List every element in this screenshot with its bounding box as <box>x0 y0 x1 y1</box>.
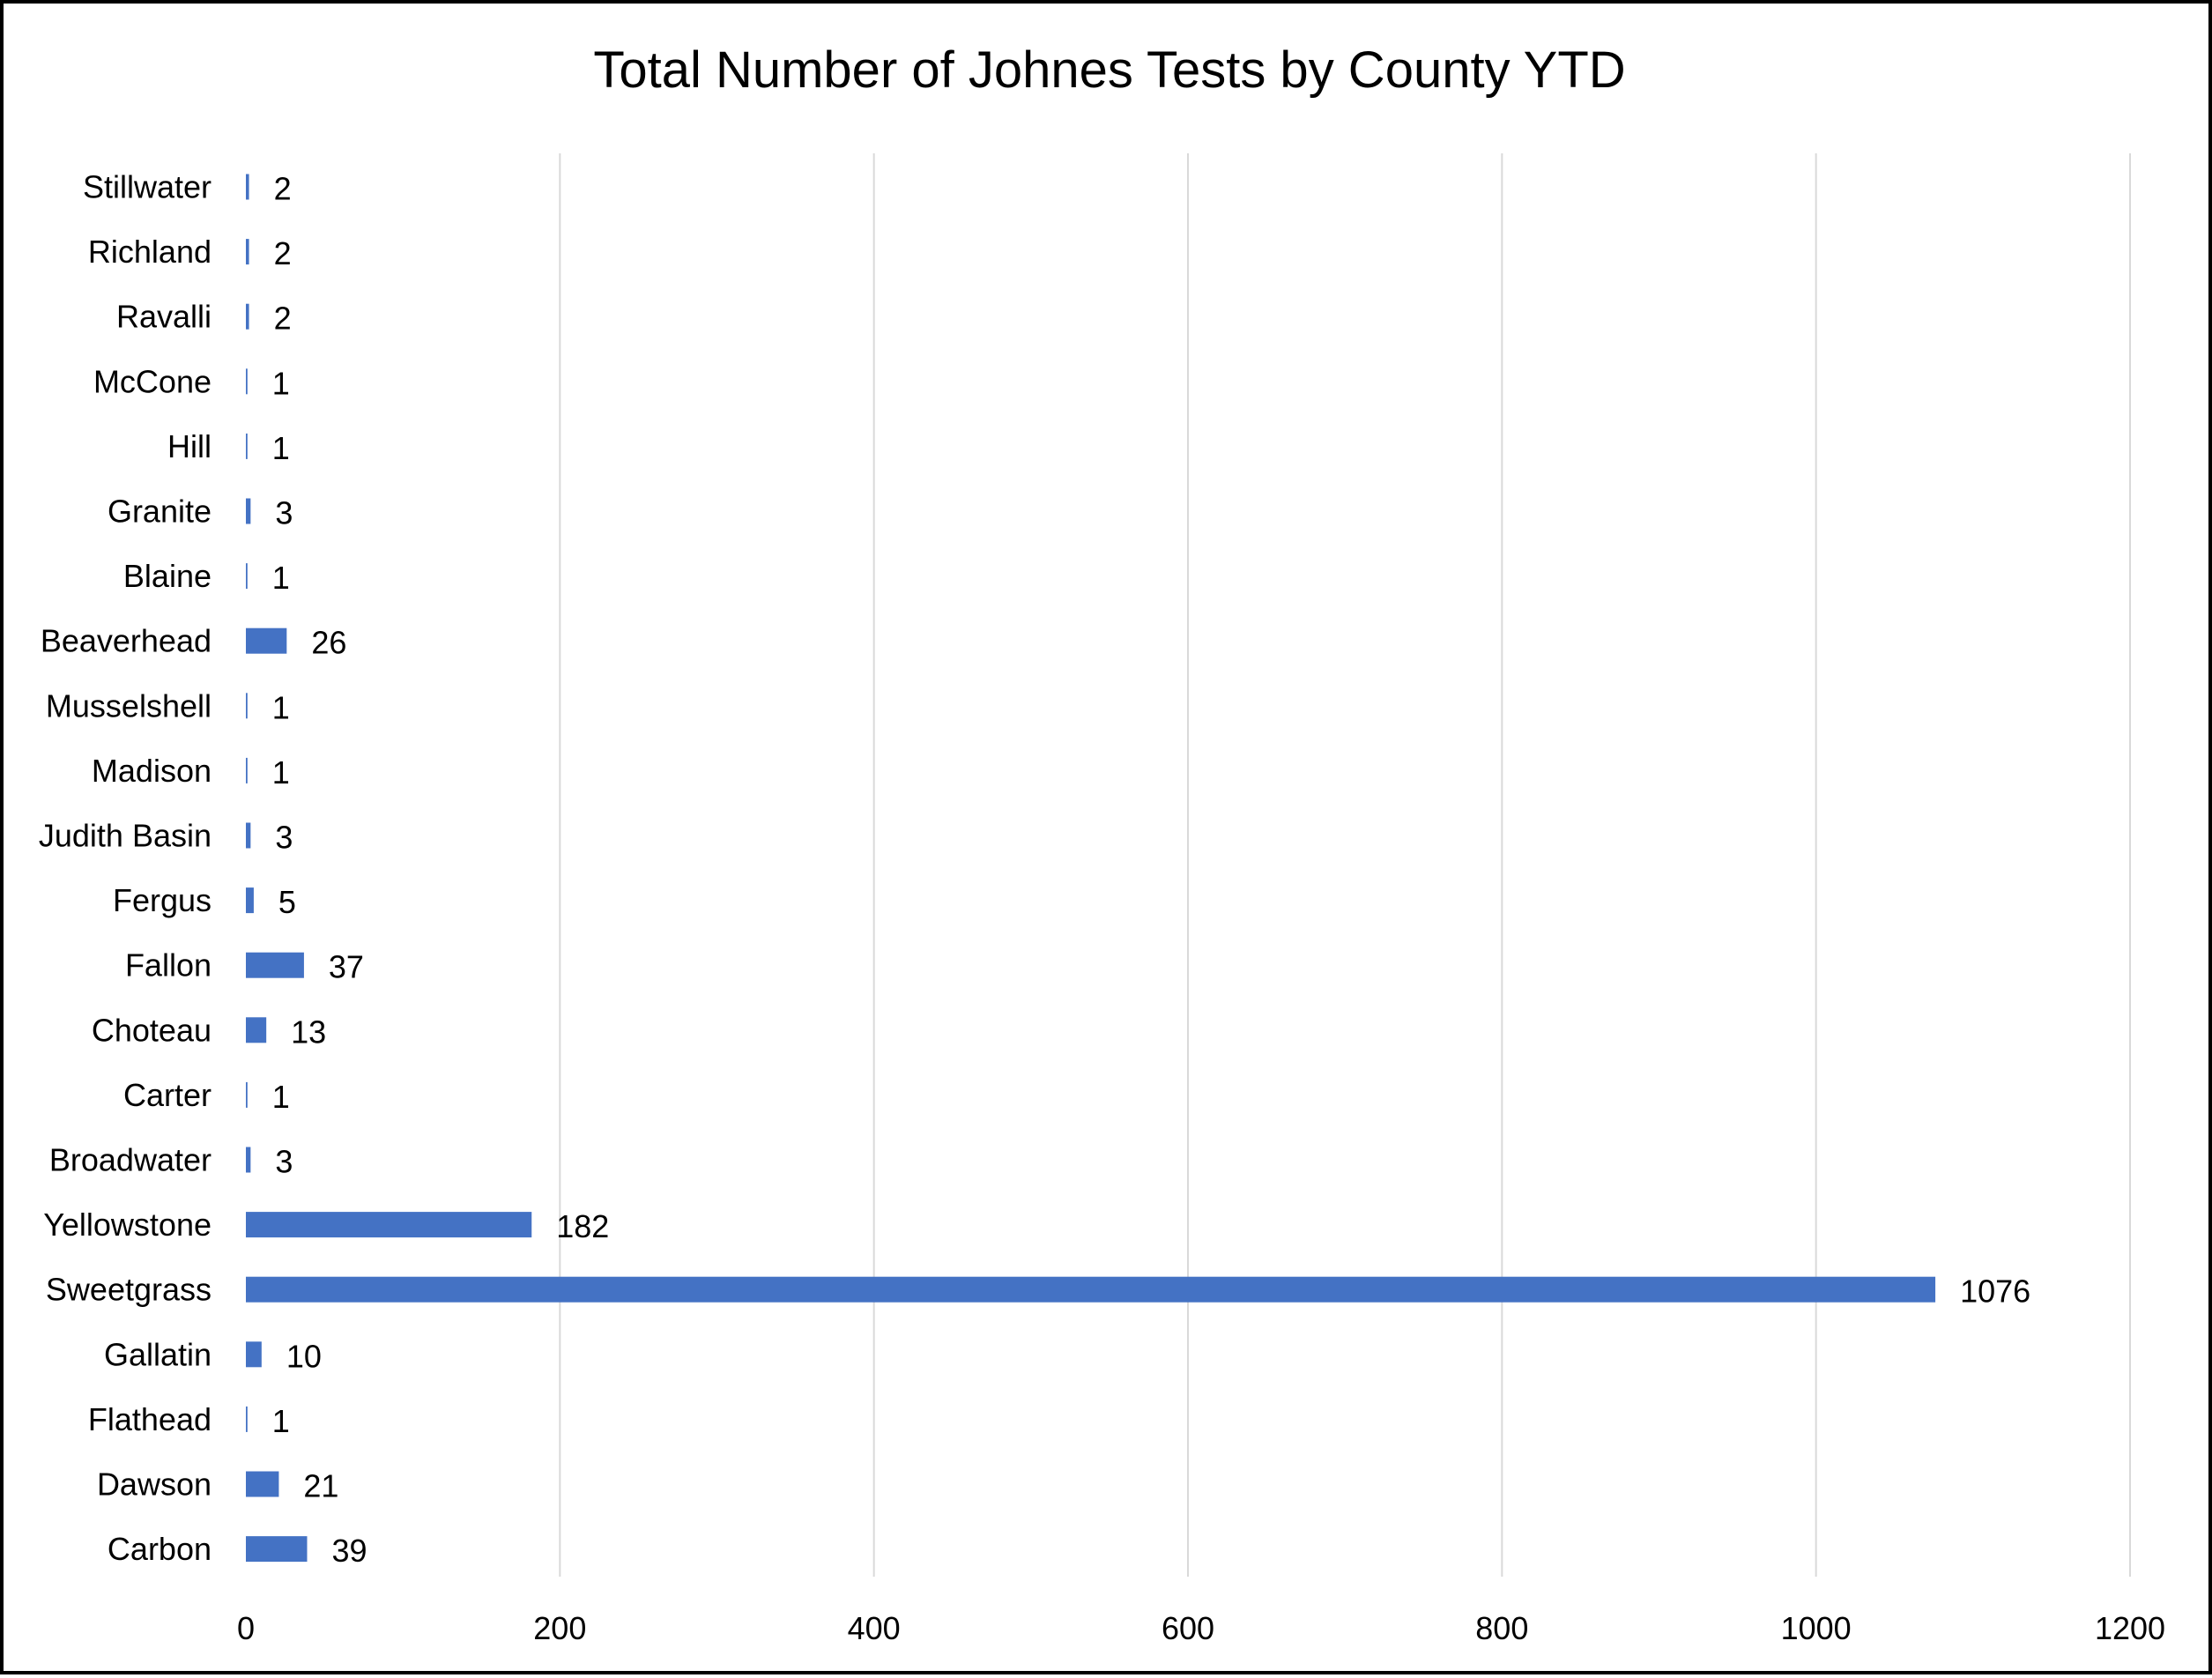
labels: 0 200 400 600 800 1000 1200 Stillwater 2 Richland… <box>39 169 2165 1647</box>
bar-carbon <box>246 1536 308 1563</box>
data-label-sweetgrass: 1076 <box>1960 1273 2030 1310</box>
data-label-fallon: 37 <box>329 949 364 985</box>
bar-blaine <box>246 563 248 590</box>
x-tick-label: 600 <box>1162 1610 1214 1646</box>
category-label-ravalli: Ravalli <box>116 299 212 335</box>
category-label-judith-basin: Judith Basin <box>39 818 212 854</box>
category-label-broadwater: Broadwater <box>49 1142 212 1178</box>
bar-yellowstone <box>246 1212 532 1238</box>
category-label-fergus: Fergus <box>113 882 212 918</box>
category-label-mccone: McCone <box>93 363 212 399</box>
x-tick-label: 0 <box>237 1610 255 1646</box>
bar-stillwater <box>246 174 249 200</box>
category-label-flathead: Flathead <box>88 1401 212 1437</box>
data-label-beaverhead: 26 <box>311 625 346 661</box>
category-label-sweetgrass: Sweetgrass <box>46 1272 212 1308</box>
bar-ravalli <box>246 303 249 330</box>
bar-choteau <box>246 1017 267 1043</box>
category-label-dawson: Dawson <box>97 1466 212 1503</box>
data-label-musselshell: 1 <box>272 689 290 725</box>
data-label-stillwater: 2 <box>274 171 292 207</box>
data-label-gallatin: 10 <box>286 1338 322 1374</box>
gridlines <box>559 153 2131 1577</box>
bar-madison <box>246 757 248 783</box>
category-label-carbon: Carbon <box>108 1531 212 1567</box>
data-label-richland: 2 <box>274 235 292 271</box>
bar-carter <box>246 1081 248 1108</box>
x-tick-label: 800 <box>1475 1610 1528 1646</box>
bars <box>246 174 1936 1563</box>
category-label-fallon: Fallon <box>125 947 212 984</box>
bar-judith-basin <box>246 822 251 849</box>
data-label-granite: 3 <box>275 495 293 531</box>
x-tick-label: 1200 <box>2095 1610 2165 1646</box>
data-label-hill: 1 <box>272 430 290 466</box>
bar-broadwater <box>246 1147 251 1173</box>
category-label-yellowstone: Yellowstone <box>43 1207 212 1243</box>
data-label-carter: 1 <box>272 1079 290 1115</box>
bar-fergus <box>246 887 254 914</box>
category-label-choteau: Choteau <box>92 1012 212 1048</box>
bar-dawson <box>246 1471 279 1497</box>
data-label-ravalli: 2 <box>274 301 292 337</box>
x-tick-label: 200 <box>533 1610 586 1646</box>
data-label-mccone: 1 <box>272 365 290 401</box>
data-label-broadwater: 3 <box>275 1144 293 1180</box>
data-label-blaine: 1 <box>272 560 290 596</box>
category-label-beaverhead: Beaverhead <box>41 623 212 659</box>
data-label-fergus: 5 <box>278 884 296 920</box>
bar-flathead <box>246 1406 248 1432</box>
category-label-carter: Carter <box>123 1077 212 1113</box>
bar-chart: 0 200 400 600 800 1000 1200 Stillwater 2 Richland… <box>39 153 2165 1647</box>
category-label-blaine: Blaine <box>123 558 212 594</box>
category-label-hill: Hill <box>167 428 212 464</box>
data-label-judith-basin: 3 <box>275 820 293 856</box>
bar-fallon <box>246 952 304 978</box>
chart-title: Total Number of Johnes Tests by County Y… <box>593 41 1626 99</box>
data-label-choteau: 13 <box>291 1013 326 1050</box>
category-label-madison: Madison <box>92 753 212 789</box>
x-tick-label: 1000 <box>1781 1610 1852 1646</box>
bar-richland <box>246 239 249 265</box>
bar-sweetgrass <box>246 1276 1936 1303</box>
category-label-granite: Granite <box>108 494 212 530</box>
bar-mccone <box>246 368 248 395</box>
bar-beaverhead <box>246 627 287 654</box>
bar-granite <box>246 498 251 524</box>
data-label-yellowstone: 182 <box>556 1208 609 1244</box>
bar-gallatin <box>246 1341 262 1368</box>
data-label-madison: 1 <box>272 754 290 791</box>
data-label-carbon: 39 <box>331 1533 367 1569</box>
bar-musselshell <box>246 693 248 719</box>
bar-hill <box>246 433 248 459</box>
category-label-gallatin: Gallatin <box>104 1336 212 1372</box>
category-label-richland: Richland <box>88 234 212 270</box>
data-label-dawson: 21 <box>303 1468 338 1504</box>
x-tick-label: 400 <box>848 1610 901 1646</box>
category-label-musselshell: Musselshell <box>46 687 212 724</box>
data-label-flathead: 1 <box>272 1403 290 1439</box>
category-label-stillwater: Stillwater <box>83 169 212 205</box>
